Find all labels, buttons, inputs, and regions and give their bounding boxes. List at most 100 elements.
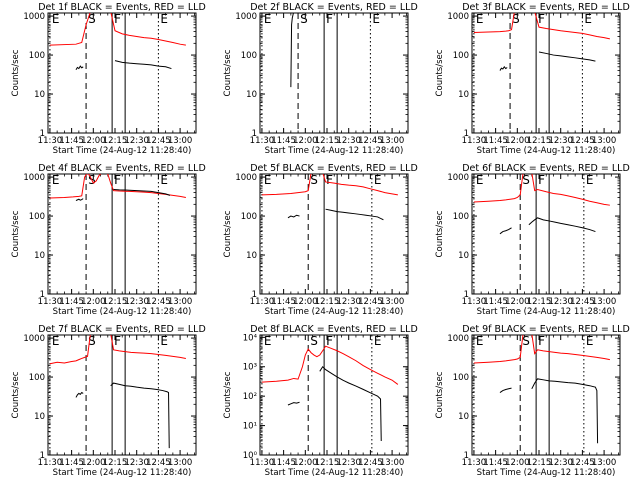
x-tick-label: 12:15 (527, 297, 552, 307)
plot-frame (259, 173, 409, 295)
time-marker-label: F (538, 12, 545, 26)
time-marker-label: E (476, 334, 484, 348)
series-events-line-2 (287, 214, 300, 219)
series-events-line-2 (75, 198, 84, 202)
x-tick-label: 13:00 (592, 297, 617, 307)
x-tick-label: 11:30 (462, 458, 487, 468)
x-tick-label: 12:15 (103, 297, 128, 307)
panel-title: Det 3f BLACK = Events, RED = LLD (462, 2, 630, 13)
series-events-line-3 (538, 51, 596, 62)
y-tick-label: 100 (453, 373, 469, 383)
plot-frame (471, 12, 621, 134)
y-tick-label: 100 (241, 51, 257, 61)
x-axis-title: Start Time (24-Aug-12 11:28:40) (477, 307, 616, 317)
time-marker-label: E (264, 12, 272, 26)
x-tick-label: 12:45 (570, 458, 595, 468)
x-tick-label: 12:45 (146, 297, 171, 307)
x-tick-label: 11:30 (250, 458, 275, 468)
plot-frame (47, 334, 197, 456)
time-marker-label: S (522, 173, 530, 187)
x-tick-label: 12:30 (124, 136, 149, 146)
y-tick-label: 1 (464, 129, 469, 139)
time-marker-label: S (310, 173, 318, 187)
x-tick-label: 13:00 (168, 458, 193, 468)
time-marker-label: F (326, 173, 333, 187)
y-axis-title: Counts/sec (223, 210, 233, 257)
y-axis-title: Counts/sec (435, 210, 445, 257)
y-axis-title: Counts/sec (435, 49, 445, 96)
y-tick-label: 100 (29, 373, 45, 383)
x-tick-label: 13:00 (380, 297, 405, 307)
y-tick-label: 10 (34, 251, 45, 261)
x-tick-label: 12:30 (336, 297, 361, 307)
y-axis-title: Counts/sec (223, 49, 233, 96)
time-marker-label: E (584, 12, 592, 26)
time-marker-label: S (310, 334, 318, 348)
x-tick-label: 11:45 (59, 458, 84, 468)
y-tick-label: 10 (34, 90, 45, 100)
x-tick-label: 11:30 (462, 297, 487, 307)
y-tick-label: 1000 (23, 173, 45, 183)
time-marker-label: E (160, 334, 168, 348)
panel-title: Det 4f BLACK = Events, RED = LLD (38, 163, 206, 174)
panel-det-8: Det 8f BLACK = Events, RED = LLD 10⁰ 10¹ 10… (223, 324, 418, 478)
x-tick-label: 12:00 (293, 458, 318, 468)
x-tick-label: 13:00 (380, 136, 405, 146)
time-marker-label: E (264, 173, 272, 187)
series-lld-line-1 (49, 174, 186, 199)
x-tick-label: 12:45 (358, 297, 383, 307)
series-events-line-2 (499, 227, 512, 235)
panel-title: Det 6f BLACK = Events, RED = LLD (462, 163, 630, 174)
time-marker-label: F (114, 173, 121, 187)
x-tick-label: 12:15 (315, 458, 340, 468)
y-tick-label: 1000 (235, 12, 257, 22)
x-tick-label: 12:15 (315, 136, 340, 146)
y-tick-label: 10 (34, 412, 45, 422)
panel-det-9: Det 9f BLACK = Events, RED = LLD 1 10 100 10… (435, 324, 630, 478)
x-axis-title: Start Time (24-Aug-12 11:28:40) (53, 307, 192, 317)
x-tick-label: 11:30 (38, 136, 63, 146)
x-axis-title: Start Time (24-Aug-12 11:28:40) (53, 468, 192, 478)
x-tick-label: 12:30 (548, 458, 573, 468)
time-marker-label: E (264, 334, 272, 348)
x-tick-label: 13:00 (592, 458, 617, 468)
series-lld-line-1 (473, 13, 610, 40)
time-marker-label: S (88, 12, 96, 26)
y-tick-label: 1000 (447, 173, 469, 183)
y-tick-label: 10 (246, 90, 257, 100)
x-tick-label: 12:00 (81, 458, 106, 468)
time-marker-label: S (88, 334, 96, 348)
time-marker-label: E (160, 12, 168, 26)
series-lld-line-1 (261, 174, 398, 196)
time-marker-label: F (538, 334, 545, 348)
time-marker-label: F (114, 334, 121, 348)
x-tick-label: 12:15 (103, 458, 128, 468)
x-tick-label: 12:45 (358, 136, 383, 146)
x-tick-label: 12:00 (505, 297, 530, 307)
time-marker-label: E (52, 12, 60, 26)
panel-title: Det 1f BLACK = Events, RED = LLD (38, 2, 206, 13)
time-marker-label: F (326, 334, 333, 348)
x-tick-label: 12:30 (548, 297, 573, 307)
series-events-line-2 (75, 391, 84, 398)
x-tick-label: 13:00 (380, 458, 405, 468)
y-tick-label: 10⁰ (243, 451, 258, 461)
series-events-line-3 (114, 60, 172, 70)
x-tick-label: 12:15 (527, 136, 552, 146)
x-tick-label: 12:45 (146, 458, 171, 468)
y-tick-label: 1000 (23, 12, 45, 22)
series-events-line-3 (325, 208, 384, 221)
y-tick-label: 100 (453, 51, 469, 61)
series-lld-line-1 (473, 335, 610, 364)
panel-det-6: Det 6f BLACK = Events, RED = LLD 1 10 100 10… (435, 163, 630, 317)
y-tick-label: 1000 (23, 334, 45, 344)
x-axis-title: Start Time (24-Aug-12 11:28:40) (265, 146, 404, 156)
y-axis-title: Counts/sec (11, 210, 21, 257)
time-marker-label: S (512, 12, 520, 26)
time-marker-label: F (538, 173, 545, 187)
series-events-line-2 (287, 401, 300, 406)
y-tick-label: 10 (458, 412, 469, 422)
y-tick-label: 100 (29, 51, 45, 61)
y-tick-label: 1000 (447, 334, 469, 344)
x-axis-title: Start Time (24-Aug-12 11:28:40) (265, 468, 404, 478)
